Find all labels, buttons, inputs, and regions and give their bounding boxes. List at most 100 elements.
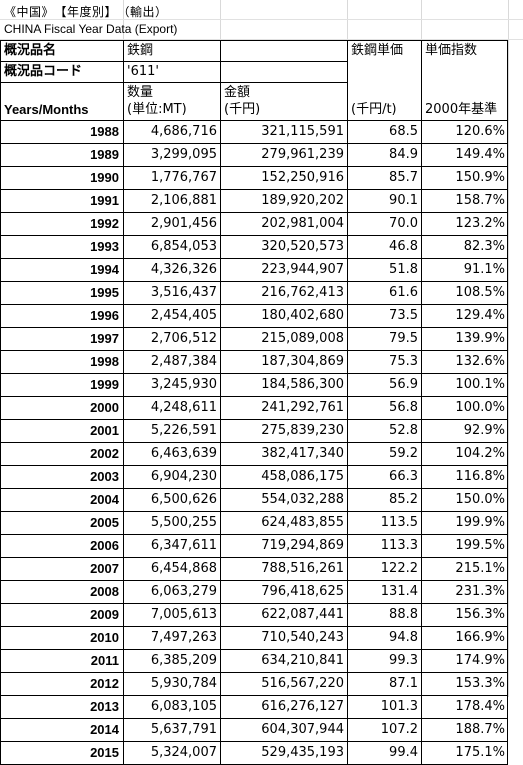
unit-price-cell[interactable]: 73.5 <box>389 308 418 323</box>
year-cell[interactable]: 1996 <box>90 308 119 323</box>
price-index-cell[interactable]: 129.4% <box>455 308 505 323</box>
amount-cell[interactable]: 321,115,591 <box>261 124 344 139</box>
year-cell[interactable]: 2014 <box>90 722 119 737</box>
unit-price-cell[interactable]: 56.9 <box>389 377 418 392</box>
year-cell[interactable]: 2000 <box>90 400 119 415</box>
unit-price-cell[interactable]: 113.5 <box>380 515 418 530</box>
price-index-cell[interactable]: 149.4% <box>455 147 505 162</box>
unit-price-cell[interactable]: 51.8 <box>389 262 418 277</box>
year-cell[interactable]: 1989 <box>90 147 119 162</box>
unit-price-cell[interactable]: 46.8 <box>389 239 418 254</box>
quantity-cell[interactable]: 7,005,613 <box>150 607 217 622</box>
year-cell[interactable]: 2005 <box>90 515 119 530</box>
year-cell[interactable]: 2006 <box>90 538 119 553</box>
price-index-cell[interactable]: 158.7% <box>455 193 505 208</box>
price-index-label[interactable]: 単価指数 <box>425 43 478 58</box>
year-cell[interactable]: 1991 <box>90 193 119 208</box>
year-cell[interactable]: 2013 <box>90 699 119 714</box>
amount-cell[interactable]: 152,250,916 <box>261 170 344 185</box>
unit-price-cell[interactable]: 52.8 <box>389 423 418 438</box>
year-cell[interactable]: 1993 <box>90 239 119 254</box>
unit-price-cell[interactable]: 85.7 <box>389 170 418 185</box>
price-index-cell[interactable]: 120.6% <box>455 124 505 139</box>
year-cell[interactable]: 2015 <box>90 745 119 760</box>
year-cell[interactable]: 1990 <box>90 170 119 185</box>
price-index-cell[interactable]: 178.4% <box>455 699 505 714</box>
unit-price-cell[interactable]: 131.4 <box>380 584 418 599</box>
amount-cell[interactable]: 616,276,127 <box>261 699 344 714</box>
item-code-value[interactable]: '611' <box>127 64 159 79</box>
amount-cell[interactable]: 634,210,841 <box>261 653 344 668</box>
quantity-cell[interactable]: 3,516,437 <box>150 285 217 300</box>
unit-price-cell[interactable]: 75.3 <box>389 354 418 369</box>
quantity-label[interactable]: 数量 <box>127 85 154 100</box>
year-cell[interactable]: 1998 <box>90 354 119 369</box>
unit-price-cell[interactable]: 88.8 <box>389 607 418 622</box>
year-cell[interactable]: 2011 <box>90 653 119 668</box>
unit-price-cell[interactable]: 61.6 <box>389 285 418 300</box>
amount-cell[interactable]: 187,304,869 <box>261 354 344 369</box>
unit-price-cell[interactable]: 66.3 <box>389 469 418 484</box>
amount-cell[interactable]: 275,839,230 <box>261 423 344 438</box>
quantity-cell[interactable]: 6,454,868 <box>150 561 217 576</box>
amount-cell[interactable]: 180,402,680 <box>261 308 344 323</box>
unit-price-cell[interactable]: 59.2 <box>389 446 418 461</box>
amount-cell[interactable]: 529,435,193 <box>261 745 344 760</box>
price-index-cell[interactable]: 150.0% <box>455 492 505 507</box>
unit-price-cell[interactable]: 107.2 <box>380 722 418 737</box>
year-cell[interactable]: 1994 <box>90 262 119 277</box>
year-cell[interactable]: 1999 <box>90 377 119 392</box>
quantity-cell[interactable]: 5,226,591 <box>150 423 217 438</box>
quantity-cell[interactable]: 2,106,881 <box>150 193 217 208</box>
years-label[interactable]: Years/Months <box>4 102 89 117</box>
price-index-cell[interactable]: 132.6% <box>455 354 505 369</box>
amount-cell[interactable]: 788,516,261 <box>261 561 344 576</box>
amount-cell[interactable]: 241,292,761 <box>261 400 344 415</box>
year-cell[interactable]: 2009 <box>90 607 119 622</box>
quantity-cell[interactable]: 2,901,456 <box>150 216 217 231</box>
price-index-cell[interactable]: 123.2% <box>455 216 505 231</box>
unit-price-cell[interactable]: 68.5 <box>389 124 418 139</box>
quantity-cell[interactable]: 6,385,209 <box>150 653 217 668</box>
quantity-cell[interactable]: 7,497,263 <box>150 630 217 645</box>
amount-cell[interactable]: 215,089,008 <box>261 331 344 346</box>
quantity-cell[interactable]: 6,500,626 <box>150 492 217 507</box>
price-index-cell[interactable]: 215.1% <box>455 561 505 576</box>
amount-cell[interactable]: 622,087,441 <box>261 607 344 622</box>
unit-price-cell[interactable]: 94.8 <box>389 630 418 645</box>
year-cell[interactable]: 1995 <box>90 285 119 300</box>
unit-price-cell[interactable]: 122.2 <box>380 561 418 576</box>
amount-cell[interactable]: 710,540,243 <box>261 630 344 645</box>
price-index-cell[interactable]: 199.9% <box>455 515 505 530</box>
year-cell[interactable]: 2004 <box>90 492 119 507</box>
price-index-cell[interactable]: 92.9% <box>463 423 505 438</box>
unit-price-cell[interactable]: 99.3 <box>389 653 418 668</box>
quantity-cell[interactable]: 4,326,326 <box>150 262 217 277</box>
quantity-unit[interactable]: (単位:MT) <box>127 102 187 117</box>
price-index-cell[interactable]: 108.5% <box>455 285 505 300</box>
price-index-cell[interactable]: 91.1% <box>463 262 505 277</box>
price-index-cell[interactable]: 150.9% <box>455 170 505 185</box>
amount-cell[interactable]: 279,961,239 <box>261 147 344 162</box>
year-cell[interactable]: 2001 <box>90 423 119 438</box>
price-index-cell[interactable]: 104.2% <box>455 446 505 461</box>
quantity-cell[interactable]: 5,930,784 <box>150 676 217 691</box>
quantity-cell[interactable]: 6,463,639 <box>150 446 217 461</box>
price-index-cell[interactable]: 166.9% <box>455 630 505 645</box>
quantity-cell[interactable]: 2,487,384 <box>150 354 217 369</box>
item-code-label[interactable]: 概況品コード <box>4 64 83 79</box>
quantity-cell[interactable]: 2,454,405 <box>150 308 217 323</box>
quantity-cell[interactable]: 6,854,053 <box>150 239 217 254</box>
amount-cell[interactable]: 223,944,907 <box>261 262 344 277</box>
amount-cell[interactable]: 216,762,413 <box>261 285 344 300</box>
price-index-cell[interactable]: 199.5% <box>455 538 505 553</box>
price-index-cell[interactable]: 100.1% <box>455 377 505 392</box>
quantity-cell[interactable]: 4,686,716 <box>150 124 217 139</box>
amount-cell[interactable]: 624,483,855 <box>261 515 344 530</box>
year-cell[interactable]: 2002 <box>90 446 119 461</box>
unit-price-cell[interactable]: 90.1 <box>389 193 418 208</box>
price-index-cell[interactable]: 188.7% <box>455 722 505 737</box>
year-cell[interactable]: 2010 <box>90 630 119 645</box>
year-cell[interactable]: 1988 <box>90 124 119 139</box>
index-base[interactable]: 2000年基準 <box>425 102 498 117</box>
